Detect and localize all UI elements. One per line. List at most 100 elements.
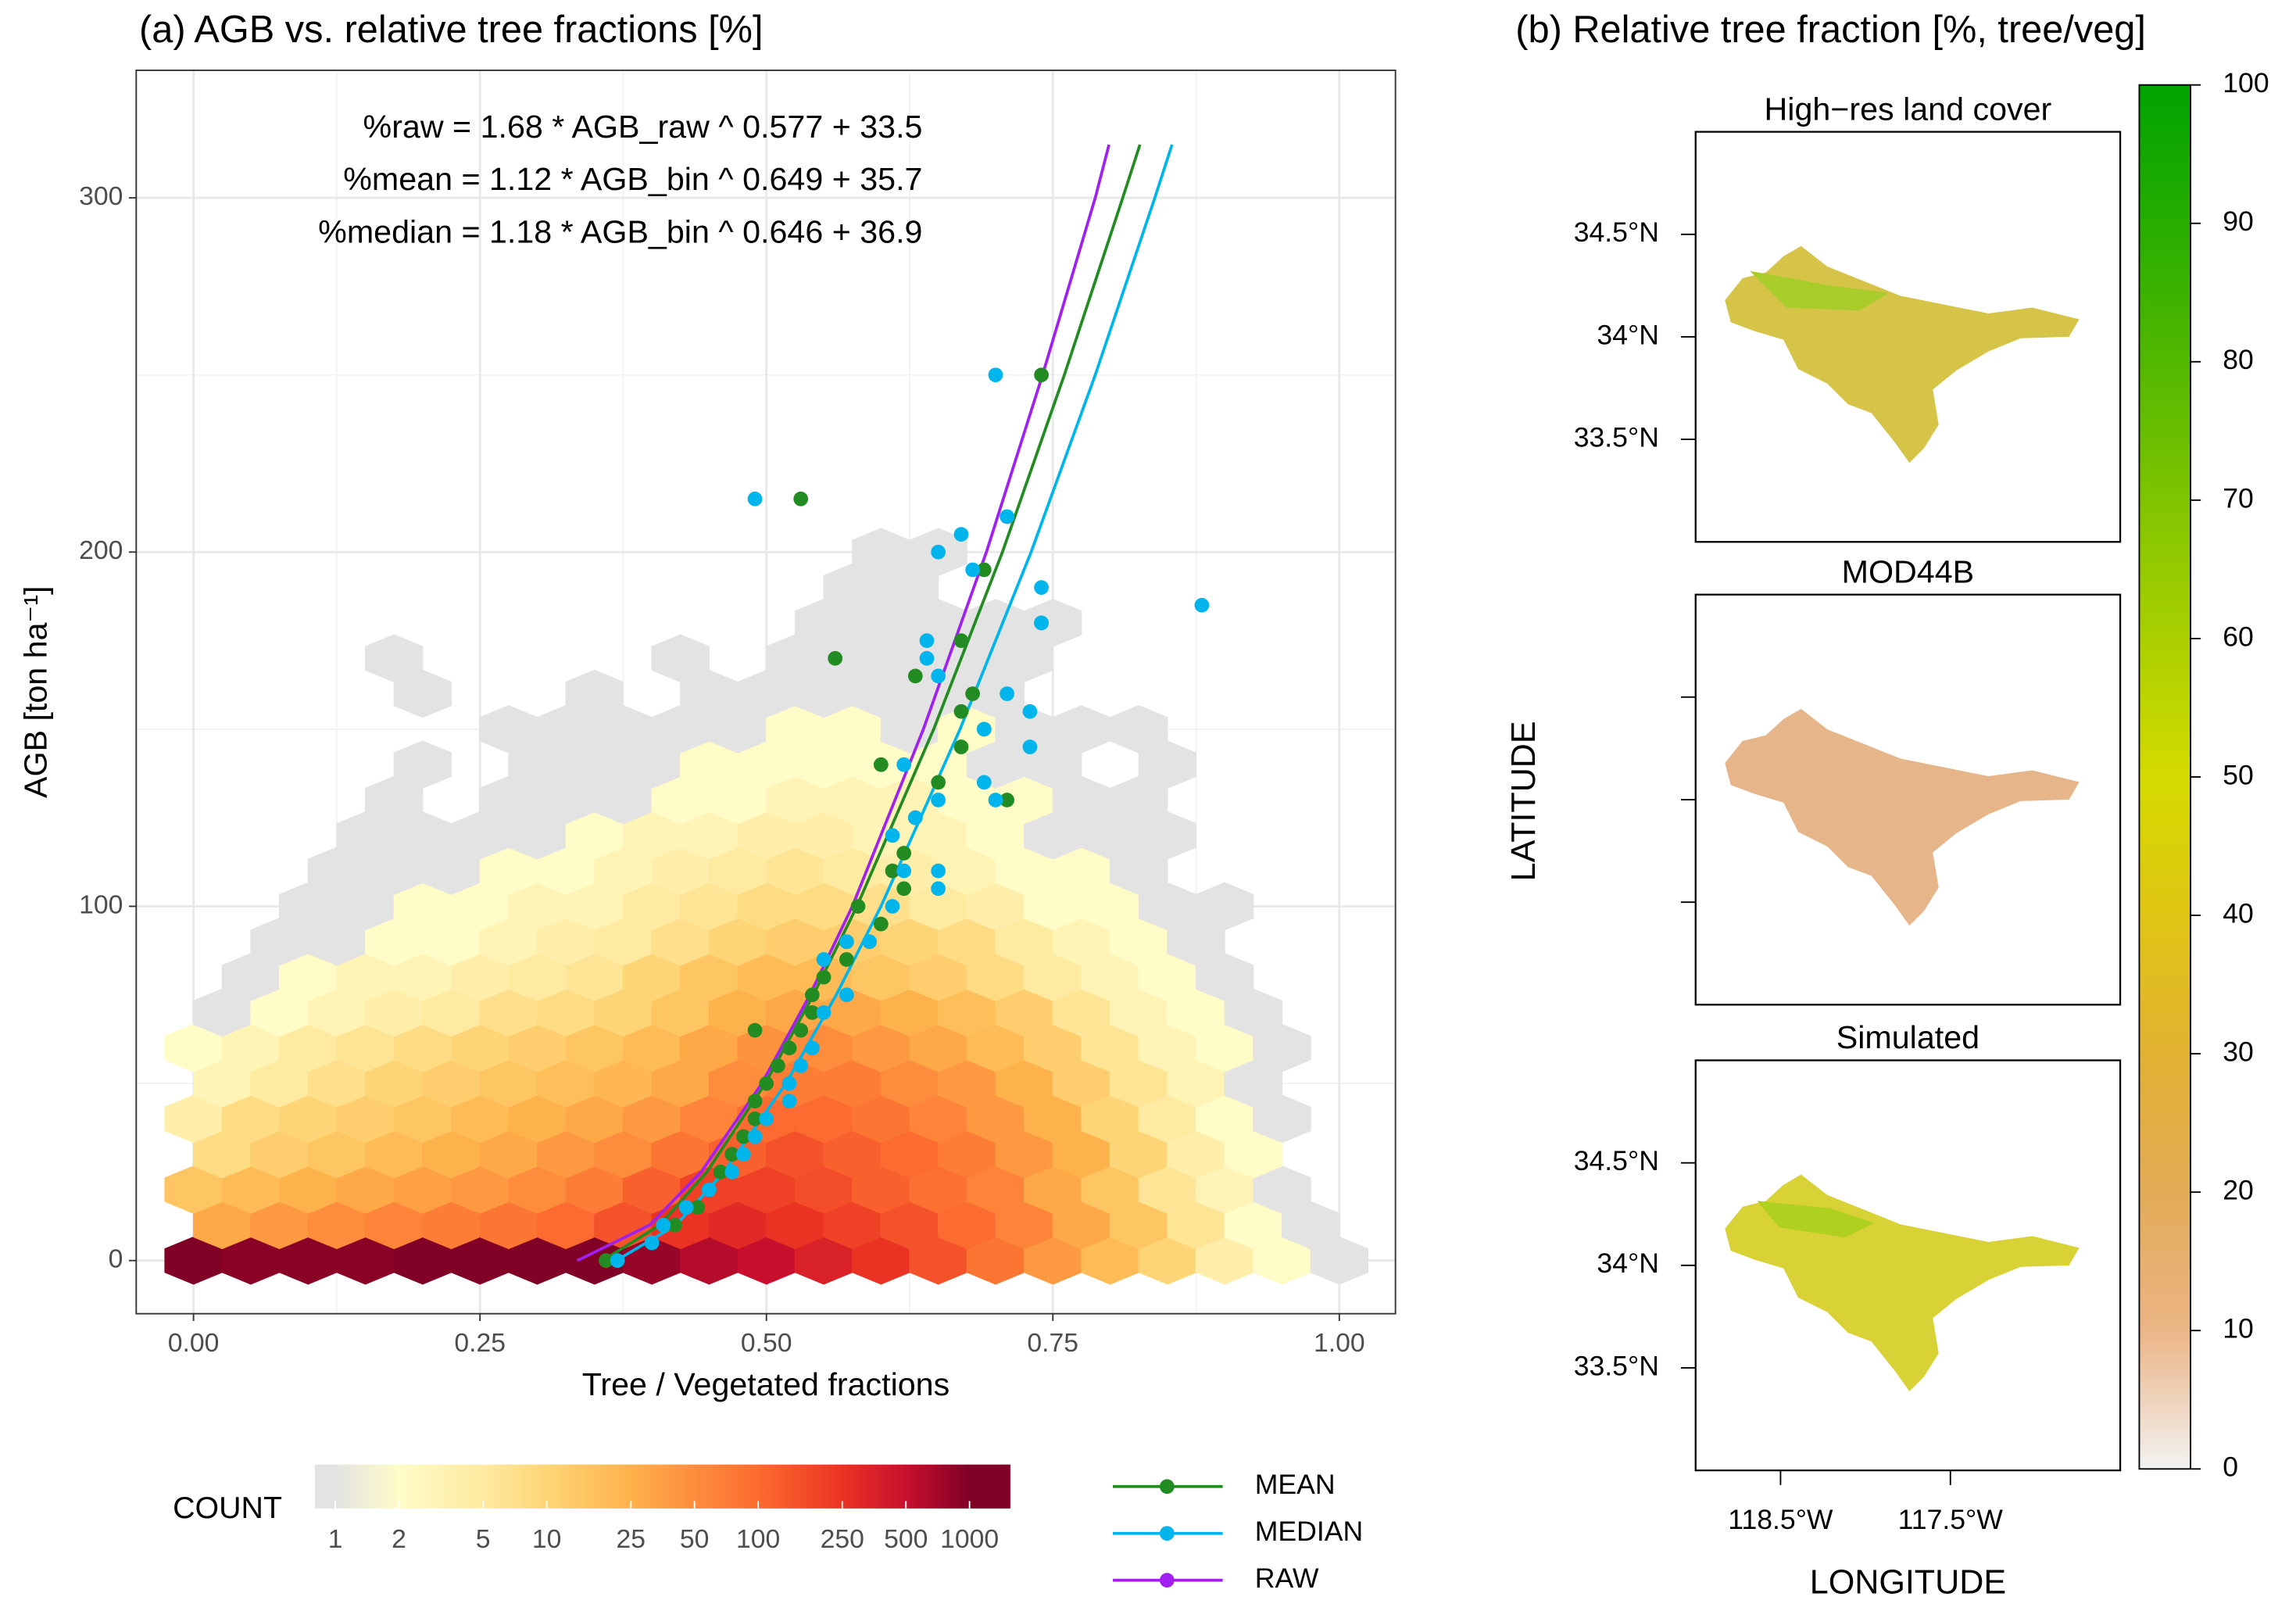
- point: [759, 1112, 774, 1126]
- point: [953, 633, 969, 648]
- point: [656, 1217, 671, 1233]
- lat-tick-label: 34°N: [1597, 319, 1659, 350]
- point: [839, 934, 854, 950]
- point: [885, 863, 900, 879]
- point: [781, 1040, 797, 1056]
- point: [931, 775, 946, 790]
- colorbar-tick-label: 30: [2223, 1036, 2254, 1067]
- point: [736, 1129, 751, 1144]
- point: [931, 863, 946, 879]
- count-colorbar: [314, 1464, 1010, 1509]
- panel-a-title: (a) AGB vs. relative tree fractions [%]: [139, 9, 763, 51]
- map-region: [1725, 708, 2080, 926]
- plot-border: [135, 69, 1397, 1315]
- point: [781, 1076, 797, 1091]
- tree-colorbar: [2138, 84, 2191, 1470]
- point: [919, 633, 935, 648]
- lat-tick-label: 33.5°N: [1574, 421, 1659, 453]
- point: [1000, 686, 1014, 701]
- lon-tick-label: 118.5°W: [1728, 1504, 1833, 1535]
- colorbar-tick-label: 250: [821, 1524, 864, 1554]
- colorbar-tick-label: 60: [2223, 621, 2254, 652]
- x-axis-label: Tree / Vegetated fractions: [582, 1366, 950, 1402]
- point: [965, 686, 980, 701]
- lon-tick-label: 117.5°W: [1898, 1504, 2004, 1535]
- colorbar-tick-label: 5: [476, 1524, 491, 1554]
- point: [610, 1253, 625, 1269]
- point: [976, 562, 992, 578]
- point: [1000, 793, 1014, 807]
- point: [644, 1235, 660, 1251]
- legend-point: [1159, 1479, 1175, 1495]
- colorbar-tick-label: 100: [2223, 67, 2269, 98]
- map-region: [1757, 1201, 1875, 1238]
- lat-tick-label: 34°N: [1597, 1248, 1659, 1279]
- point: [953, 703, 969, 719]
- point: [816, 952, 831, 967]
- point: [1034, 367, 1049, 383]
- point: [759, 1076, 774, 1091]
- x-tick-label: 0.50: [741, 1328, 792, 1358]
- point: [747, 1094, 763, 1109]
- point: [896, 757, 912, 772]
- colorbar-title: COUNT: [173, 1491, 282, 1525]
- point: [816, 1005, 831, 1020]
- point: [690, 1200, 706, 1215]
- colorbar-tick-label: 2: [392, 1524, 406, 1554]
- point: [988, 367, 1003, 383]
- point: [896, 863, 912, 879]
- point: [793, 1022, 809, 1038]
- point: [793, 491, 809, 507]
- point: [931, 881, 946, 897]
- colorbar-tick-label: 10: [532, 1524, 562, 1554]
- point: [747, 491, 763, 507]
- colorbar-tick-label: 20: [2223, 1175, 2254, 1206]
- point: [1022, 739, 1038, 754]
- point: [907, 810, 923, 825]
- x-tick-label: 0.25: [454, 1328, 506, 1358]
- point: [907, 668, 923, 684]
- point: [931, 793, 946, 807]
- colorbar-tick-label: 10: [2223, 1313, 2254, 1344]
- x-axis-label: LONGITUDE: [1810, 1564, 2006, 1602]
- point: [599, 1253, 613, 1269]
- hex-cell: [1110, 705, 1168, 754]
- map-panel-title: High−res land cover: [1765, 91, 2052, 127]
- point: [988, 793, 1003, 807]
- point: [953, 739, 969, 754]
- point: [919, 650, 935, 666]
- hex-cell: [1195, 882, 1254, 931]
- legend-point: [1159, 1573, 1175, 1588]
- lat-tick-label: 34.5°N: [1574, 217, 1659, 248]
- point: [1034, 615, 1049, 631]
- x-tick-label: 1.00: [1314, 1328, 1365, 1358]
- colorbar-tick-label: 100: [736, 1524, 780, 1554]
- legend-point: [1159, 1526, 1175, 1541]
- point: [804, 1005, 820, 1020]
- point: [828, 650, 843, 666]
- hex-cell: [651, 634, 710, 683]
- y-tick-label: 0: [109, 1244, 123, 1274]
- point: [747, 1129, 763, 1144]
- lat-tick-label: 34.5°N: [1574, 1145, 1659, 1176]
- y-tick-label: 200: [79, 535, 123, 565]
- y-tick-label: 100: [79, 890, 123, 919]
- point: [747, 1022, 763, 1038]
- point: [667, 1217, 682, 1233]
- colorbar-tick-label: 90: [2223, 206, 2254, 237]
- fit-equation: %mean = 1.12 * AGB_bin ^ 0.649 + 35.7: [343, 161, 922, 197]
- legend-label: MEDIAN: [1255, 1516, 1363, 1547]
- x-tick-label: 0.00: [168, 1328, 220, 1358]
- point: [1000, 509, 1014, 524]
- hex-cell: [1024, 599, 1082, 647]
- point: [839, 987, 854, 1003]
- point: [976, 721, 992, 737]
- point: [976, 775, 992, 790]
- legend-label: RAW: [1255, 1563, 1319, 1594]
- fit-equation: %median = 1.18 * AGB_bin ^ 0.646 + 36.9: [318, 214, 922, 250]
- fit-equation: %raw = 1.68 * AGB_raw ^ 0.577 + 33.5: [363, 109, 923, 145]
- point: [965, 562, 980, 578]
- point: [839, 952, 854, 967]
- point: [793, 1058, 809, 1073]
